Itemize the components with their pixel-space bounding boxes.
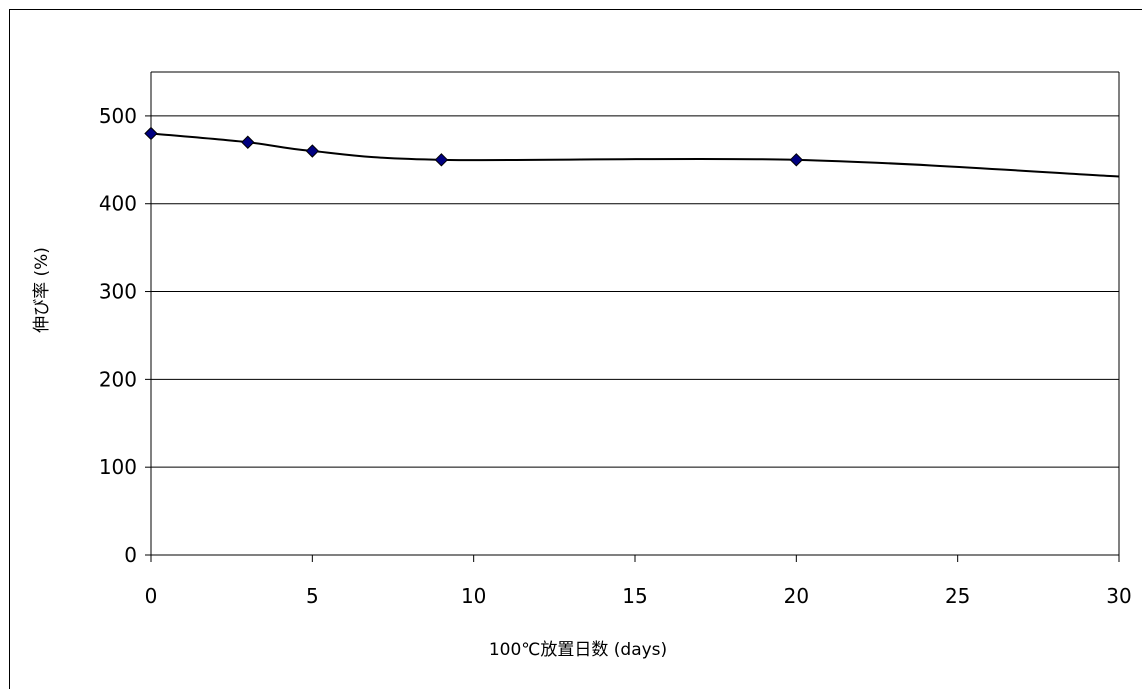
y-tick-label: 400	[99, 192, 137, 216]
data-point-20	[789, 153, 804, 167]
chart-frame	[9, 9, 1142, 689]
y-axis-label: 伸び率 (%)	[32, 247, 52, 333]
x-tick-label: 30	[1106, 584, 1131, 608]
x-axis-label: 100℃放置日数 (days)	[489, 640, 667, 660]
x-tick-label: 5	[306, 584, 319, 608]
y-tick-label: 300	[99, 280, 137, 304]
data-point-0	[144, 126, 158, 141]
line-chart: 0 100 200 300 400 500 0 5 10 15 20 25 30 100℃放置日数 (…	[32, 71, 1132, 660]
axes	[145, 72, 1120, 562]
data-point-3	[241, 135, 255, 149]
x-tick-labels: 0 5 10 15 20 25 30	[145, 584, 1132, 608]
series-markers	[144, 126, 804, 167]
x-tick-label: 10	[461, 584, 486, 608]
x-tick-label: 15	[622, 584, 647, 608]
series-line	[150, 132, 1120, 178]
data-point-5	[305, 144, 320, 158]
y-tick-labels: 0 100 200 300 400 500	[99, 104, 137, 567]
x-tick-label: 25	[945, 584, 970, 608]
data-point-9	[434, 153, 449, 167]
x-tick-label: 0	[145, 584, 158, 608]
y-tick-label: 0	[124, 543, 137, 567]
y-tick-label: 500	[99, 104, 137, 128]
x-tick-label: 20	[784, 584, 809, 608]
gridlines	[151, 71, 1120, 555]
y-tick-label: 100	[99, 455, 137, 479]
y-tick-label: 200	[99, 367, 137, 391]
